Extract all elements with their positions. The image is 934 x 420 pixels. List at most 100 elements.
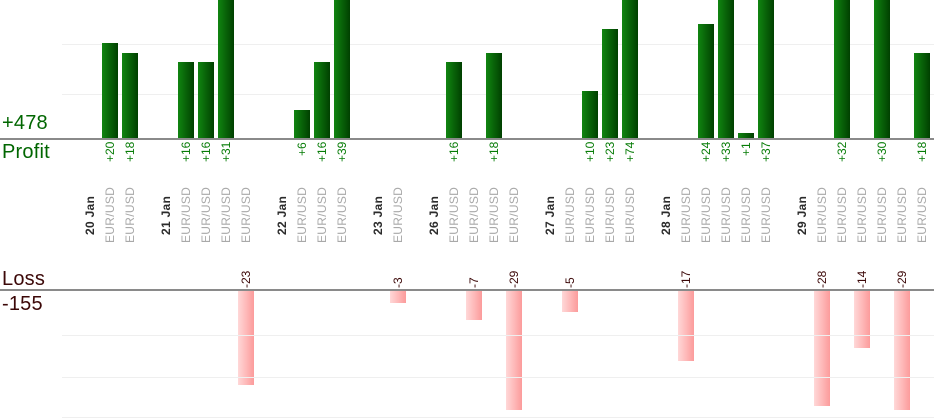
profit-bar <box>122 52 138 138</box>
profit-bar <box>914 52 930 138</box>
symbol-label: EUR/USD <box>679 186 693 244</box>
symbol-label: EUR/USD <box>199 186 213 244</box>
profit-bar <box>834 0 850 138</box>
loss-total-label: -155 <box>2 293 43 315</box>
loss-bar <box>814 291 830 406</box>
symbol-label: EUR/USD <box>583 186 597 244</box>
profit-bar <box>446 62 462 138</box>
profit-bar <box>602 28 618 138</box>
loss-bar <box>894 291 910 410</box>
symbol-label: EUR/USD <box>487 186 501 244</box>
loss-value-label: -29 <box>895 270 909 288</box>
symbol-label: EUR/USD <box>507 186 521 244</box>
loss-value-label: -23 <box>239 270 253 288</box>
symbol-label: EUR/USD <box>739 186 753 244</box>
loss-value-label: -3 <box>391 277 405 288</box>
date-label: 29 Jan <box>795 195 809 235</box>
symbol-label: EUR/USD <box>335 186 349 244</box>
symbol-label: EUR/USD <box>759 186 773 244</box>
profit-axis-label: Profit <box>2 141 50 163</box>
loss-value-label: -14 <box>855 270 869 288</box>
symbol-label: EUR/USD <box>391 186 405 244</box>
profit-value-label: +33 <box>719 142 733 163</box>
loss-value-label: -17 <box>679 270 693 288</box>
loss-gridline <box>62 335 934 336</box>
date-label: 27 Jan <box>543 195 557 235</box>
profit-value-label: +20 <box>103 142 117 163</box>
date-label: 21 Jan <box>159 195 173 235</box>
symbol-label: EUR/USD <box>239 186 253 244</box>
loss-bar <box>390 291 406 304</box>
symbol-label: EUR/USD <box>179 186 193 244</box>
symbol-label: EUR/USD <box>915 186 929 244</box>
profit-bars-area <box>0 0 934 138</box>
profit-value-label: +1 <box>739 142 753 156</box>
date-label: 22 Jan <box>275 195 289 235</box>
profit-bar <box>874 0 890 138</box>
profit-bar <box>738 133 754 138</box>
loss-bar <box>506 291 522 410</box>
symbol-label: EUR/USD <box>895 186 909 244</box>
profit-value-label: +10 <box>583 142 597 163</box>
profit-bar <box>698 24 714 138</box>
symbol-label: EUR/USD <box>875 186 889 244</box>
profit-bar <box>198 62 214 138</box>
profit-value-label: +18 <box>915 142 929 163</box>
symbol-label: EUR/USD <box>623 186 637 244</box>
profit-value-label: +37 <box>759 142 773 163</box>
profit-value-label: +18 <box>487 142 501 163</box>
date-label: 20 Jan <box>83 195 97 235</box>
profit-bar <box>486 52 502 138</box>
symbol-label: EUR/USD <box>855 186 869 244</box>
profit-value-label: +23 <box>603 142 617 163</box>
loss-value-label: -7 <box>467 277 481 288</box>
profit-value-label: +31 <box>219 142 233 163</box>
profit-value-label: +16 <box>179 142 193 163</box>
profit-value-label: +30 <box>875 142 889 163</box>
date-label: 23 Jan <box>371 195 385 235</box>
profit-gridline <box>62 44 934 45</box>
symbol-label: EUR/USD <box>315 186 329 244</box>
loss-bar <box>678 291 694 361</box>
symbol-label: EUR/USD <box>603 186 617 244</box>
profit-bar <box>178 62 194 138</box>
profit-value-label: +16 <box>199 142 213 163</box>
profit-bar <box>218 0 234 138</box>
loss-baseline <box>0 289 934 291</box>
loss-value-label: -28 <box>815 270 829 288</box>
symbol-label: EUR/USD <box>563 186 577 244</box>
profit-value-label: +16 <box>315 142 329 163</box>
loss-bar <box>562 291 578 312</box>
loss-bar <box>854 291 870 349</box>
profit-bar <box>582 90 598 138</box>
profit-bar <box>622 0 638 138</box>
profit-bar <box>334 0 350 138</box>
profit-bar <box>718 0 734 138</box>
loss-bar <box>238 291 254 386</box>
loss-value-label: -29 <box>507 270 521 288</box>
profit-value-label: +18 <box>123 142 137 163</box>
symbol-label: EUR/USD <box>699 186 713 244</box>
loss-gridline <box>62 377 934 378</box>
symbol-label: EUR/USD <box>447 186 461 244</box>
profit-value-label: +6 <box>295 142 309 156</box>
symbol-label: EUR/USD <box>815 186 829 244</box>
loss-value-label: -5 <box>563 277 577 288</box>
loss-gridline <box>62 417 934 418</box>
profit-baseline <box>0 138 934 140</box>
profit-bar <box>314 62 330 138</box>
loss-axis-label: Loss <box>2 268 46 290</box>
symbol-label: EUR/USD <box>295 186 309 244</box>
profit-bar <box>102 43 118 138</box>
profit-value-label: +39 <box>335 142 349 163</box>
profit-value-label: +74 <box>623 142 637 163</box>
loss-bar <box>466 291 482 320</box>
symbol-label: EUR/USD <box>123 186 137 244</box>
profit-value-label: +16 <box>447 142 461 163</box>
profit-total-label: +478 <box>2 112 48 134</box>
symbol-label: EUR/USD <box>719 186 733 244</box>
loss-bars-area <box>0 291 934 420</box>
symbol-label: EUR/USD <box>835 186 849 244</box>
date-label: 28 Jan <box>659 195 673 235</box>
